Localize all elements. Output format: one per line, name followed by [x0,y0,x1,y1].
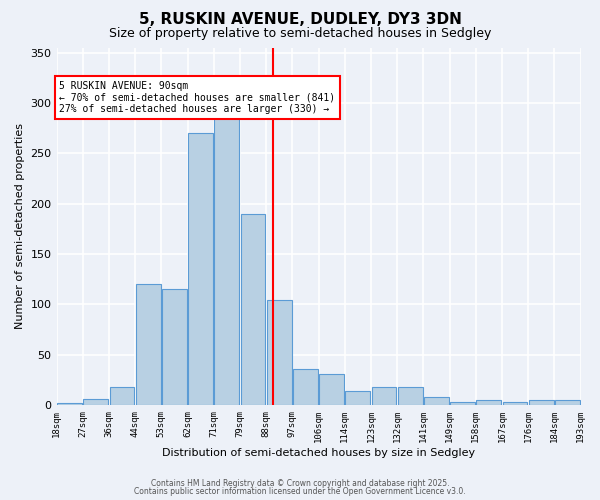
Bar [267,300,292,405]
Bar [136,284,161,405]
Bar [188,133,213,405]
Text: Contains HM Land Registry data © Crown copyright and database right 2025.: Contains HM Land Registry data © Crown c… [151,478,449,488]
Bar [110,386,134,405]
Y-axis label: Number of semi-detached properties: Number of semi-detached properties [15,123,25,329]
Bar [371,386,397,405]
Bar [293,368,318,405]
Bar [346,390,370,405]
Bar [162,289,187,405]
Bar [503,402,527,405]
Bar [319,374,344,405]
Bar [241,214,265,405]
Text: 5 RUSKIN AVENUE: 90sqm
← 70% of semi-detached houses are smaller (841)
27% of se: 5 RUSKIN AVENUE: 90sqm ← 70% of semi-det… [59,80,335,114]
Bar [214,118,239,405]
Bar [529,400,554,405]
Bar [57,403,82,405]
Bar [398,386,422,405]
X-axis label: Distribution of semi-detached houses by size in Sedgley: Distribution of semi-detached houses by … [162,448,475,458]
Text: 5, RUSKIN AVENUE, DUDLEY, DY3 3DN: 5, RUSKIN AVENUE, DUDLEY, DY3 3DN [139,12,461,28]
Text: Size of property relative to semi-detached houses in Sedgley: Size of property relative to semi-detach… [109,28,491,40]
Bar [83,399,108,405]
Bar [555,400,580,405]
Bar [476,400,501,405]
Bar [450,402,475,405]
Bar [424,397,449,405]
Text: Contains public sector information licensed under the Open Government Licence v3: Contains public sector information licen… [134,487,466,496]
